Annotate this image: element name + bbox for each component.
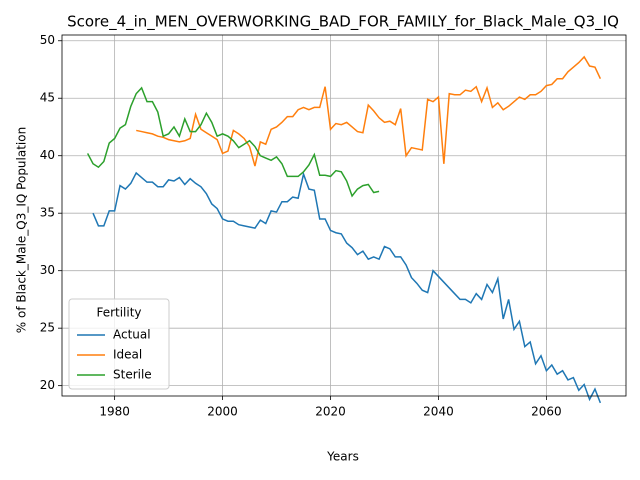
x-axis-label: Years bbox=[326, 450, 359, 464]
x-tick-label: 1980 bbox=[99, 405, 130, 419]
y-tick-label: 40 bbox=[40, 148, 55, 162]
legend-label: Sterile bbox=[113, 368, 152, 382]
x-tick-label: 2000 bbox=[207, 405, 238, 419]
legend-label: Actual bbox=[113, 328, 151, 342]
chart-title: Score_4_in_MEN_OVERWORKING_BAD_FOR_FAMIL… bbox=[67, 13, 619, 32]
legend-title: Fertility bbox=[96, 306, 141, 320]
y-tick-label: 35 bbox=[40, 206, 55, 220]
series-line bbox=[136, 55, 602, 167]
y-tick-label: 25 bbox=[40, 321, 55, 335]
y-tick-label: 20 bbox=[40, 378, 55, 392]
y-tick-label: 50 bbox=[40, 33, 55, 47]
x-tick-label: 2020 bbox=[315, 405, 346, 419]
x-tick-label: 2060 bbox=[531, 405, 562, 419]
y-axis-label: % of Black_Male_Q3_IQ Population bbox=[15, 127, 29, 333]
y-tick-label: 45 bbox=[40, 91, 55, 105]
legend-box bbox=[68, 298, 170, 390]
series-line bbox=[86, 86, 380, 198]
y-tick-label: 30 bbox=[40, 263, 55, 277]
x-tick-label: 2040 bbox=[423, 405, 454, 419]
legend-label: Ideal bbox=[113, 348, 142, 362]
plot-frame bbox=[61, 34, 627, 397]
legend: Fertility Actual Ideal Sterile bbox=[68, 298, 170, 390]
series-line bbox=[92, 171, 602, 404]
